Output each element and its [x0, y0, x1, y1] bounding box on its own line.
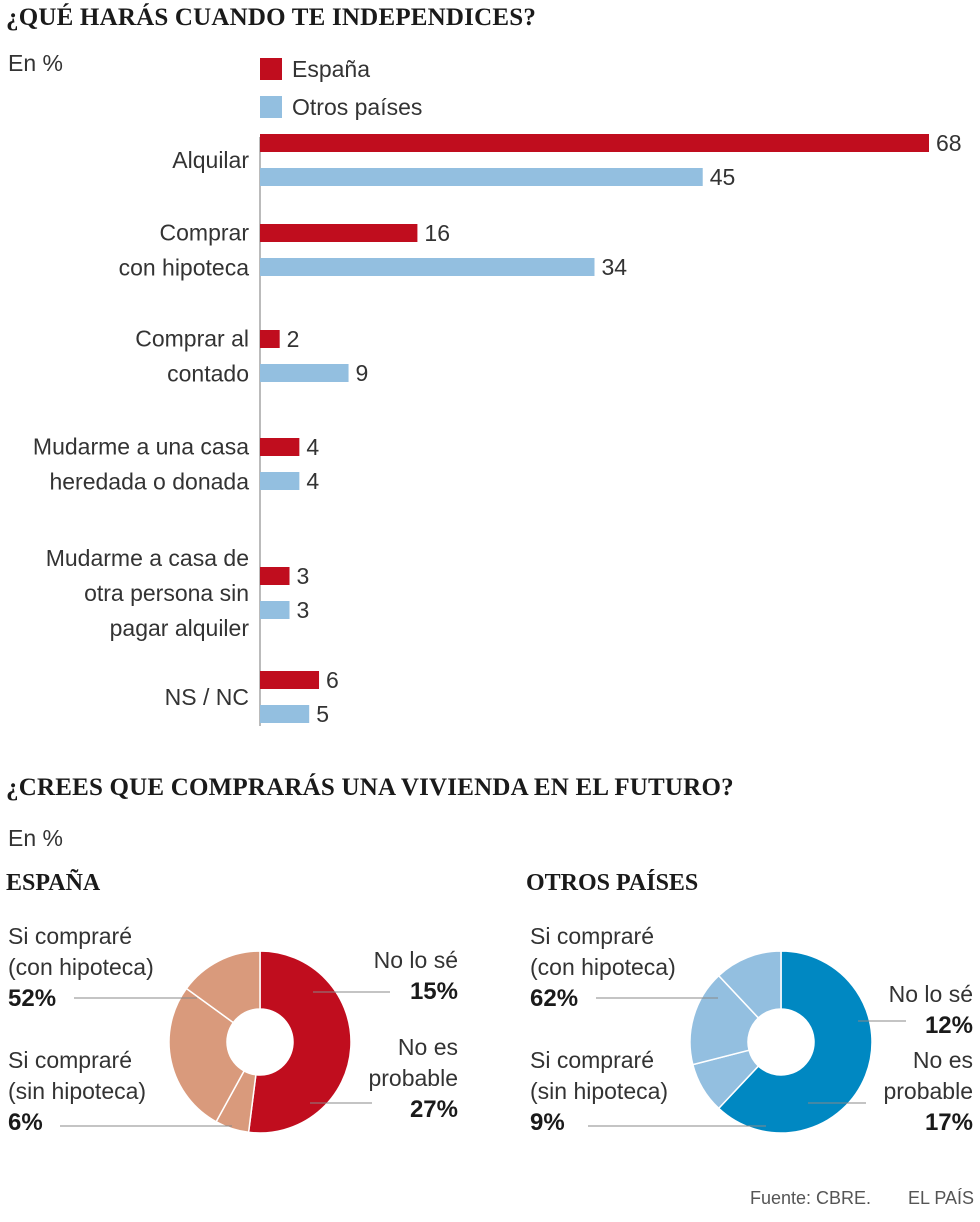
otros-label-no-lo-se-line1: No lo sé — [888, 981, 973, 1007]
donut-slice — [185, 950, 261, 1024]
otros-label-no-lo-se: No lo sé 12% — [889, 979, 973, 1041]
chart2-unit: En % — [8, 825, 63, 851]
category-label-line: contado — [167, 361, 249, 387]
chart1-title: ¿QUÉ HARÁS CUANDO TE INDEPENDICES? — [6, 4, 537, 31]
donut-slice — [717, 950, 873, 1134]
category-label: Comprar al contado — [135, 326, 249, 387]
bar-value-label: 4 — [306, 468, 319, 494]
espana-pct-no-lo-se: 15% — [409, 978, 458, 1005]
category-label-line: pagar alquiler — [110, 615, 250, 641]
chart2-title: ¿CREES QUE COMPRARÁS UNA VIVIENDA EN EL … — [6, 774, 734, 801]
source-credit: Fuente: CBRE. — [750, 1188, 872, 1208]
espana-label-con-hipoteca: Si compraré (con hipoteca) 52% — [8, 921, 154, 1014]
donut-slice — [168, 987, 246, 1123]
otros-label-con-hipoteca: Si compraré (con hipoteca) 62% — [530, 921, 676, 1014]
espana-label-sin-hipoteca-line2: (sin hipoteca) — [8, 1078, 147, 1104]
otros-pct-con-hipoteca: 62% — [530, 985, 579, 1012]
bar-value-label: 6 — [326, 667, 339, 693]
bar-value-label: 3 — [297, 597, 310, 623]
legend-swatch-otros — [260, 96, 282, 118]
chart1-unit: En % — [8, 50, 63, 76]
category-label: Alquilar — [172, 147, 249, 173]
legend-label-espana: España — [292, 56, 371, 82]
espana-label-no-probable: No es probable 27% — [368, 1032, 458, 1125]
bar-value-label: 3 — [297, 563, 310, 589]
category-label-line: con hipoteca — [119, 255, 250, 281]
otros-label-con-hipoteca-line2: (con hipoteca) — [530, 954, 676, 980]
bar-value-label: 5 — [316, 701, 329, 727]
espana-label-sin-hipoteca-line1: Si compraré — [8, 1047, 132, 1073]
legend-label-otros: Otros países — [292, 94, 423, 120]
legend-item-otros: Otros países — [260, 94, 422, 121]
otros-pct-sin-hipoteca: 9% — [530, 1109, 565, 1136]
otros-pct-no-probable: 17% — [924, 1109, 973, 1136]
donut-otros — [588, 950, 906, 1134]
espana-label-sin-hipoteca: Si compraré (sin hipoteca) 6% — [8, 1045, 146, 1138]
otros-label-no-probable: No es probable 17% — [883, 1045, 973, 1138]
bar-otros — [260, 258, 595, 276]
otros-pct-no-lo-se: 12% — [924, 1012, 973, 1039]
bar-otros — [260, 364, 349, 382]
category-label-line: NS / NC — [165, 684, 249, 710]
otros-label-sin-hipoteca-line1: Si compraré — [530, 1047, 654, 1073]
espana-label-no-probable-line2: probable — [368, 1065, 458, 1091]
category-label-line: Alquilar — [172, 147, 249, 173]
category-label-line: Comprar — [160, 220, 250, 246]
otros-label-con-hipoteca-line1: Si compraré — [530, 923, 654, 949]
otros-label-no-probable-line2: probable — [883, 1078, 973, 1104]
bar-value-label: 16 — [424, 220, 450, 246]
espana-pct-sin-hipoteca: 6% — [8, 1109, 43, 1136]
bar-espana — [260, 224, 418, 242]
espana-label-no-probable-line1: No es — [397, 1034, 458, 1060]
bar-value-label: 45 — [710, 164, 736, 190]
otros-heading: OTROS PAÍSES — [526, 870, 699, 896]
donut-espana — [60, 950, 390, 1134]
legend-item-espana: España — [260, 56, 370, 83]
otros-label-no-probable-line1: No es — [912, 1047, 973, 1073]
otros-label-sin-hipoteca: Si compraré (sin hipoteca) 9% — [530, 1045, 668, 1138]
espana-heading: ESPAÑA — [6, 870, 101, 896]
category-label-line: Mudarme a una casa — [33, 434, 249, 460]
bar-espana — [260, 567, 290, 585]
bar-espana — [260, 330, 280, 348]
bar-otros — [260, 472, 300, 490]
espana-label-con-hipoteca-line1: Si compraré — [8, 923, 132, 949]
category-label: Mudarme a una casa heredada o donada — [33, 434, 249, 495]
bar-value-label: 4 — [306, 434, 319, 460]
category-label-line: Mudarme a casa de — [46, 545, 249, 571]
legend-swatch-espana — [260, 58, 282, 80]
espana-label-no-lo-se: No lo sé 15% — [374, 945, 458, 1007]
bar-value-label: 2 — [287, 326, 300, 352]
bar-otros — [260, 168, 703, 186]
category-label: Comprar con hipoteca — [119, 220, 250, 281]
donut-slice — [717, 950, 782, 1020]
category-label-line: Comprar al — [135, 326, 249, 352]
brand-credit: EL PAÍS — [908, 1188, 975, 1208]
bar-espana — [260, 134, 929, 152]
category-label: Mudarme a casa de otra persona sin pagar a… — [46, 545, 250, 641]
espana-label-no-lo-se-line1: No lo sé — [373, 947, 458, 973]
bar-value-label: 34 — [602, 254, 628, 280]
bar-otros — [260, 601, 290, 619]
category-label-line: heredada o donada — [49, 469, 249, 495]
bar-otros — [260, 705, 310, 723]
otros-label-sin-hipoteca-line2: (sin hipoteca) — [530, 1078, 669, 1104]
bar-value-label: 9 — [356, 360, 369, 386]
bar-value-label: 68 — [936, 130, 962, 156]
category-label: NS / NC — [165, 684, 249, 710]
espana-label-con-hipoteca-line2: (con hipoteca) — [8, 954, 154, 980]
category-label-line: otra persona sin — [84, 580, 249, 606]
bar-espana — [260, 671, 320, 689]
bar-espana — [260, 438, 300, 456]
donut-slice — [247, 950, 352, 1134]
espana-pct-no-probable: 27% — [409, 1096, 458, 1123]
espana-pct-con-hipoteca: 52% — [8, 985, 57, 1012]
